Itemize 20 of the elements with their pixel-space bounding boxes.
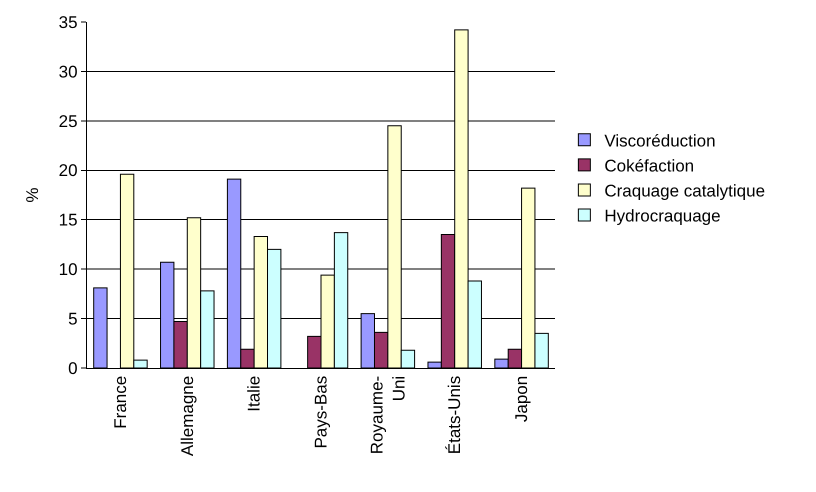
x-tick-label: Japon [512,376,532,422]
y-tick-label: 0 [68,358,78,378]
y-tick-label: 20 [58,161,78,180]
x-tick-label: Allemagne [178,376,197,456]
y-tick-label: 5 [68,310,78,329]
y-tick-label: 25 [58,112,78,131]
x-tick-label: Pays-Bas [312,376,331,449]
x-tick-label: Royaume-Uni [367,376,408,454]
x-tick-label: États-Unis [445,376,464,454]
x-tick-label: Italie [244,376,264,412]
y-tick-label: 10 [58,260,78,280]
x-tick-label: France [110,376,130,429]
legend-label: Craquage catalytique [604,182,766,201]
legend-label: Cokéfaction [604,156,694,176]
y-tick-label: 30 [58,62,78,82]
y-tick-label: 35 [58,12,78,32]
legend-label: Hydrocraquage [604,206,721,226]
legend-label: Viscoréduction [604,131,716,150]
y-axis-title: % [23,187,42,203]
y-tick-label: 15 [58,210,78,230]
